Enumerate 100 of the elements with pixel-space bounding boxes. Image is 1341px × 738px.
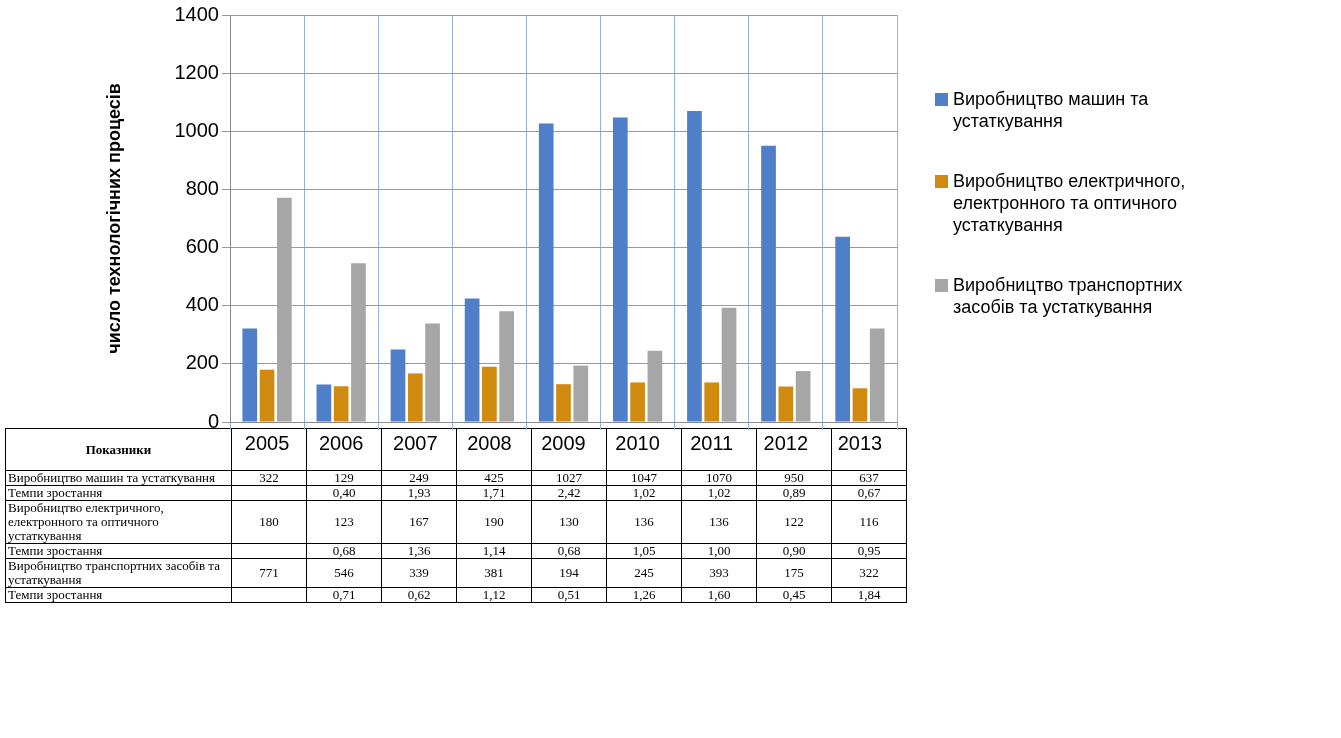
y-tick-label: 1400 — [174, 2, 219, 25]
y-axis-title: число технологічних процесів — [103, 83, 124, 354]
data-label: 175 — [756, 558, 832, 588]
text: 0,67 — [831, 485, 907, 501]
data-label: 180 — [231, 500, 307, 544]
bar — [704, 382, 720, 422]
x-tick-label: 2010 — [615, 431, 660, 454]
text: 0,45 — [756, 587, 832, 603]
bar — [277, 197, 292, 422]
data-label: 129 — [306, 470, 382, 486]
text: 1,93 — [381, 485, 457, 501]
data-label: 322 — [831, 558, 907, 588]
legend-label: Виробництво машин та устаткування — [953, 88, 1150, 132]
bar — [761, 145, 776, 422]
data-label: 1047 — [606, 470, 682, 486]
data-label: 249 — [381, 470, 457, 486]
text: Виробництво машин та устаткування — [8, 470, 216, 485]
bar — [407, 373, 423, 422]
text: 2,42 — [531, 485, 607, 501]
text: 1,00 — [681, 543, 757, 559]
text: 1,36 — [381, 543, 457, 559]
x-tick-label: 2011 — [690, 431, 734, 454]
bar — [482, 366, 497, 422]
text: 1,26 — [606, 587, 682, 603]
text: 0,89 — [756, 485, 832, 501]
text: 0,40 — [306, 485, 382, 501]
bar — [835, 236, 850, 422]
data-label: 322 — [231, 470, 307, 486]
x-tick-label: 2008 — [467, 431, 512, 454]
text: 1,84 — [831, 587, 907, 603]
text: 1,14 — [456, 543, 532, 559]
y-tick-label: 800 — [185, 176, 219, 199]
bar — [425, 323, 440, 422]
x-tick-label: 2013 — [837, 431, 883, 454]
x-tick-label: 2009 — [541, 431, 586, 454]
data-label: 122 — [756, 500, 832, 544]
y-tick-label: 600 — [185, 235, 219, 258]
bar — [556, 384, 571, 422]
bar — [630, 382, 645, 422]
x-tick-label: 2012 — [763, 431, 809, 454]
text: 1,12 — [456, 587, 532, 603]
x-tick-label: 2005 — [244, 431, 290, 454]
text: Виробництво транспортних засобів та устаткування — [8, 558, 220, 587]
bar — [333, 386, 349, 422]
data-label: 136 — [681, 500, 757, 544]
y-tick-label: 200 — [185, 351, 219, 374]
x-tick-label: 2007 — [393, 431, 438, 454]
data-label: 425 — [456, 470, 532, 486]
data-label: 130 — [531, 500, 607, 544]
y-tick-label: 0 — [207, 409, 219, 432]
text: 0,71 — [306, 587, 382, 603]
text: 0,95 — [831, 543, 907, 559]
data-label: 1070 — [681, 470, 757, 486]
bar — [869, 328, 885, 422]
bar — [778, 386, 794, 422]
text: 0,90 — [756, 543, 832, 559]
data-label: 190 — [456, 500, 532, 544]
bar — [647, 350, 663, 422]
text: 0,68 — [531, 543, 607, 559]
bar — [316, 384, 332, 422]
text: 1,05 — [606, 543, 682, 559]
bar — [795, 371, 811, 422]
data-label: 950 — [756, 470, 832, 486]
y-tick-label: 1000 — [174, 118, 219, 141]
data-label: 1027 — [531, 470, 607, 486]
text: Темпи зростання — [5, 543, 232, 559]
text: 0,62 — [381, 587, 457, 603]
bar — [242, 328, 258, 422]
bar — [573, 365, 589, 422]
data-label: 546 — [306, 558, 382, 588]
text: 1,71 — [456, 485, 532, 501]
bar — [464, 298, 480, 422]
data-label: 393 — [681, 558, 757, 588]
legend-label: Виробництво електричного, електронного та оптичного устаткування — [953, 170, 1187, 236]
x-tick-label: 2006 — [318, 431, 364, 454]
data-label: 136 — [606, 500, 682, 544]
data-label: 245 — [606, 558, 682, 588]
y-tick-label: 400 — [185, 293, 219, 316]
data-label: 123 — [306, 500, 382, 544]
bar — [687, 110, 702, 422]
text: Темпи зростання — [5, 485, 232, 501]
data-label: 194 — [531, 558, 607, 588]
y-tick-label: 1200 — [174, 60, 219, 83]
text: 1,60 — [681, 587, 757, 603]
text: 1,02 — [606, 485, 682, 501]
bar — [612, 117, 628, 422]
data-label: 637 — [831, 470, 907, 486]
bar — [852, 388, 868, 422]
bar — [390, 349, 406, 422]
data-label: 381 — [456, 558, 532, 588]
data-label: 167 — [381, 500, 457, 544]
text: Виробництво електричного, електронного та оптичного устаткування — [8, 500, 164, 543]
text: Темпи зростання — [5, 587, 232, 603]
bar — [721, 307, 737, 422]
text: 1,02 — [681, 485, 757, 501]
text: 0,51 — [531, 587, 607, 603]
legend-title: Показники — [85, 441, 152, 457]
bar — [499, 311, 515, 422]
bar — [351, 263, 366, 422]
data-label: 339 — [381, 558, 457, 588]
